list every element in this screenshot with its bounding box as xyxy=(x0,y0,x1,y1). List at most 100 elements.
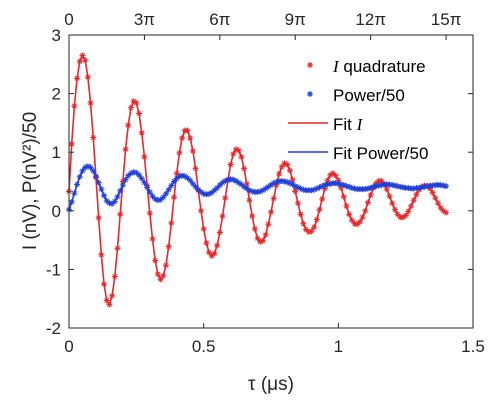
data-point-i-quadrature xyxy=(222,194,229,201)
legend-marker-power xyxy=(307,91,313,97)
data-point-i-quadrature xyxy=(434,200,441,207)
legend-asterisk-icon xyxy=(307,62,313,68)
data-point-i-quadrature xyxy=(437,204,444,211)
data-point-i-quadrature xyxy=(297,211,304,218)
y-tick-label: 3 xyxy=(52,26,61,45)
axis-ticks: 0 0.5 1 1.5 0 3π 6π 9π 12π 15π -2 -1 0 1 2 3 xyxy=(46,10,485,356)
data-point-i-quadrature xyxy=(184,127,191,134)
data-point-i-quadrature xyxy=(200,225,207,232)
data-point-i-quadrature xyxy=(251,225,258,232)
data-point-i-quadrature xyxy=(162,262,169,269)
data-point-i-quadrature xyxy=(238,153,245,160)
data-point-i-quadrature xyxy=(429,189,436,196)
legend-item-power: Power/50 xyxy=(307,86,405,105)
data-point-i-quadrature xyxy=(109,292,116,299)
data-point-i-quadrature xyxy=(227,161,234,168)
data-point-i-quadrature xyxy=(136,110,143,117)
data-point-i-quadrature xyxy=(254,235,261,242)
data-point-power-50 xyxy=(160,194,167,201)
data-point-i-quadrature xyxy=(165,243,172,250)
data-point-i-quadrature xyxy=(187,135,194,142)
data-point-i-quadrature xyxy=(410,197,417,204)
y-axis-label: I (nV), P(nV²)/50 xyxy=(20,112,41,250)
data-point-power-50 xyxy=(79,167,86,174)
x-axis-label: τ (μs) xyxy=(248,374,294,395)
data-point-i-quadrature xyxy=(84,74,91,81)
data-point-i-quadrature xyxy=(176,149,183,156)
data-point-i-quadrature xyxy=(106,301,113,308)
data-point-i-quadrature xyxy=(68,140,75,147)
data-point-i-quadrature xyxy=(219,213,226,220)
data-point-power-50 xyxy=(114,193,121,200)
data-point-power-50 xyxy=(90,167,97,174)
data-point-i-quadrature xyxy=(211,250,218,257)
data-point-i-quadrature xyxy=(101,281,108,288)
legend-item-fit-power: Fit Power/50 xyxy=(288,144,428,163)
series-markers-i-quadrature xyxy=(66,52,450,308)
data-point-i-quadrature xyxy=(216,229,223,236)
data-point-i-quadrature xyxy=(332,172,339,179)
data-point-power-50 xyxy=(87,164,94,171)
data-point-i-quadrature xyxy=(138,129,145,136)
legend-label-fit-power: Fit Power/50 xyxy=(333,144,428,163)
data-point-i-quadrature xyxy=(152,257,159,264)
data-point-i-quadrature xyxy=(160,272,167,279)
data-point-power-50 xyxy=(168,182,175,189)
data-point-i-quadrature xyxy=(408,203,415,210)
data-point-i-quadrature xyxy=(246,197,253,204)
data-point-i-quadrature xyxy=(127,104,134,111)
data-point-power-50 xyxy=(111,198,118,205)
top-tick-label: 6π xyxy=(209,10,230,29)
data-point-i-quadrature xyxy=(192,165,199,172)
data-point-power-50 xyxy=(76,173,83,180)
plot-content xyxy=(66,52,450,308)
data-point-power-50 xyxy=(141,179,148,186)
data-point-power-50 xyxy=(443,183,450,190)
data-point-power-50 xyxy=(136,172,143,179)
data-point-i-quadrature xyxy=(284,161,291,168)
data-point-power-50 xyxy=(68,199,75,206)
top-tick-label: 3π xyxy=(134,10,155,29)
data-point-i-quadrature xyxy=(300,220,307,227)
data-point-power-50 xyxy=(92,173,99,180)
data-point-i-quadrature xyxy=(313,216,320,223)
data-point-i-quadrature xyxy=(114,245,121,252)
data-point-i-quadrature xyxy=(87,99,94,106)
data-point-i-quadrature xyxy=(364,199,371,206)
data-point-i-quadrature xyxy=(98,251,105,258)
top-tick-label: 12π xyxy=(355,10,386,29)
data-point-power-50 xyxy=(146,189,153,196)
data-point-i-quadrature xyxy=(189,148,196,155)
y-tick-label: -2 xyxy=(46,319,61,338)
data-point-i-quadrature xyxy=(362,207,369,214)
y-tick-label: 1 xyxy=(52,143,61,162)
data-point-i-quadrature xyxy=(125,122,132,129)
data-point-i-quadrature xyxy=(259,237,266,244)
legend-item-i-quadrature: I quadrature xyxy=(307,57,426,76)
data-point-i-quadrature xyxy=(278,163,285,170)
data-point-i-quadrature xyxy=(82,57,89,64)
data-point-i-quadrature xyxy=(292,188,299,195)
data-point-power-50 xyxy=(138,175,145,182)
data-point-power-50 xyxy=(165,186,172,193)
data-point-i-quadrature xyxy=(268,208,274,215)
data-point-i-quadrature xyxy=(79,52,86,59)
data-point-power-50 xyxy=(144,184,151,191)
data-point-i-quadrature xyxy=(402,212,409,219)
y-tick-label: 0 xyxy=(52,202,61,221)
data-point-i-quadrature xyxy=(316,206,323,213)
data-point-i-quadrature xyxy=(173,170,180,177)
data-point-i-quadrature xyxy=(154,271,161,278)
data-point-i-quadrature xyxy=(111,273,118,280)
data-point-i-quadrature xyxy=(276,170,283,177)
data-point-i-quadrature xyxy=(214,242,221,249)
data-point-i-quadrature xyxy=(413,191,420,198)
data-point-i-quadrature xyxy=(76,58,83,65)
plot-frame xyxy=(68,34,474,329)
data-point-i-quadrature xyxy=(311,224,318,231)
data-point-i-quadrature xyxy=(197,207,204,214)
data-point-i-quadrature xyxy=(432,194,439,201)
data-point-i-quadrature xyxy=(235,147,242,154)
x-tick-label: 0.5 xyxy=(192,337,216,356)
